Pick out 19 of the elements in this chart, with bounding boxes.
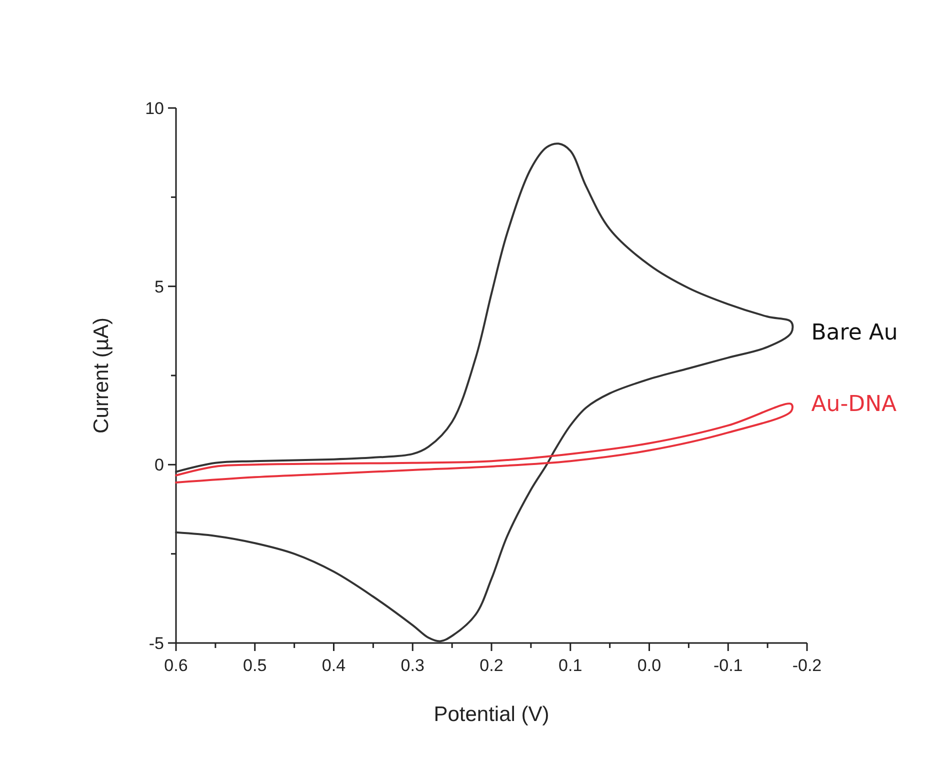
x-tick-label: 0.1 (558, 656, 582, 675)
x-axis-title: Potential (V) (434, 703, 550, 726)
x-tick-label: 0.5 (243, 656, 267, 675)
x-tick-label: -0.2 (792, 656, 822, 675)
y-tick-label: 10 (145, 99, 164, 118)
y-tick-label: 5 (154, 277, 164, 296)
x-tick-label: -0.1 (713, 656, 743, 675)
x-tick-label: 0.4 (322, 656, 346, 675)
y-axis-title: Current (µA) (90, 318, 113, 434)
x-tick-label: 0.6 (164, 656, 188, 675)
series-label: Au-DNA (811, 392, 897, 418)
line-series (175, 402, 792, 484)
y-tick-label: -5 (148, 634, 164, 653)
y-tick-label: 0 (154, 456, 164, 475)
x-tick-label: 0.0 (637, 656, 662, 675)
line-series (175, 142, 792, 642)
x-tick-label: 0.3 (400, 656, 424, 675)
series-label: Bare Au (811, 320, 898, 346)
x-tick-label: 0.2 (480, 656, 504, 675)
